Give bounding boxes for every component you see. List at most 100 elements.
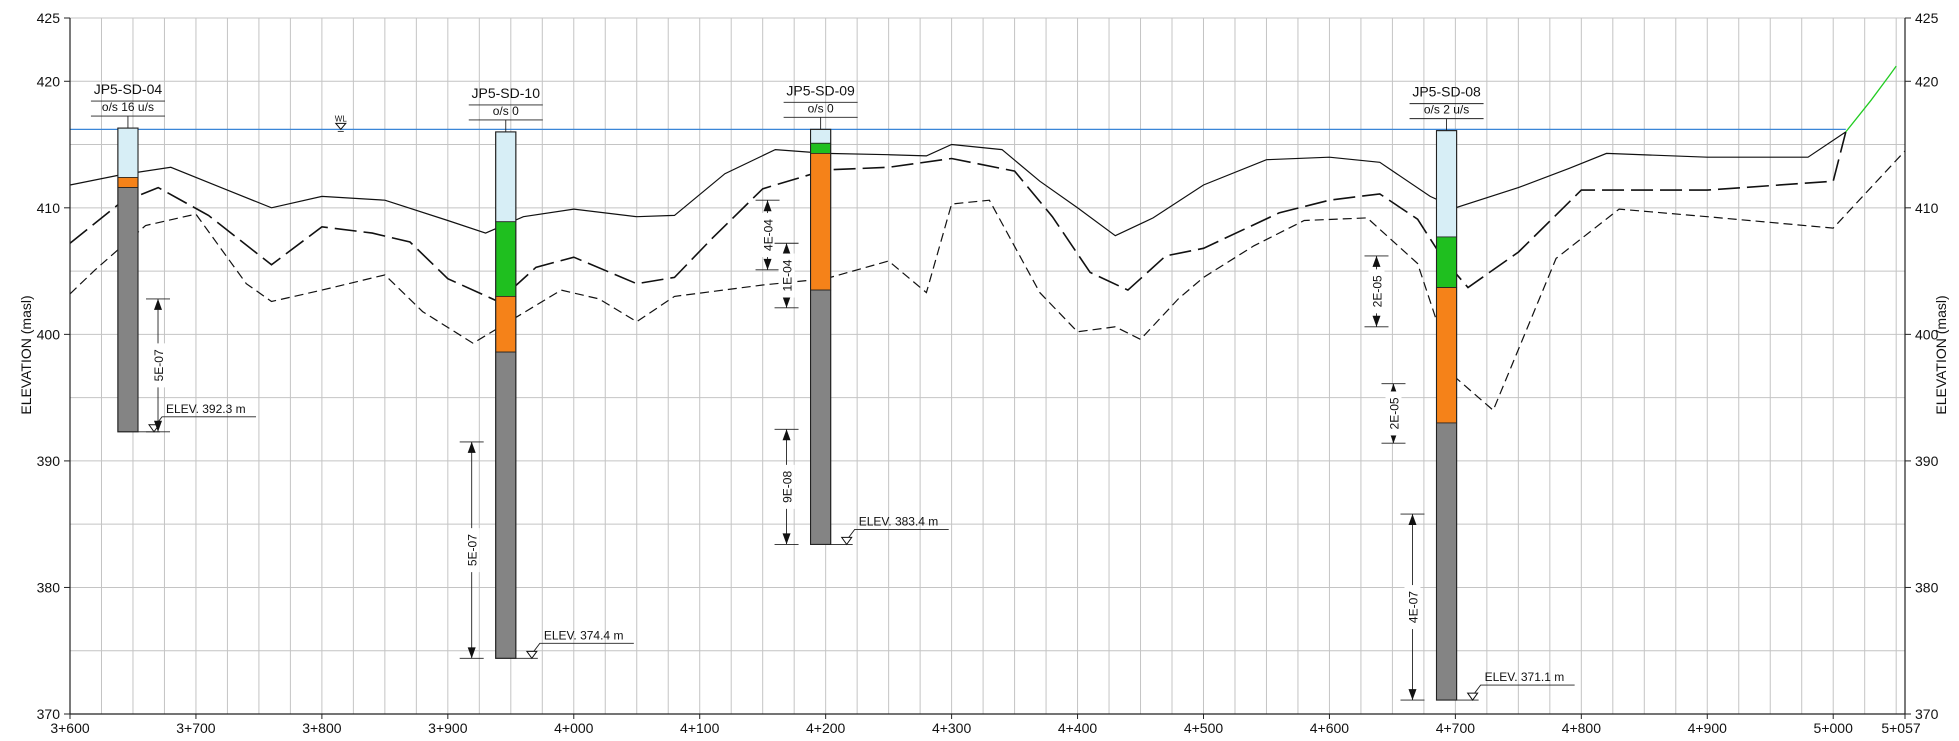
k-test-label-bg — [1368, 269, 1385, 314]
borehole-layer — [1436, 287, 1458, 424]
k-test-interval: 9E-08 — [774, 428, 799, 545]
arrow-down-icon — [154, 420, 163, 432]
y-axis-label-left: ELEVATION (masl) — [18, 295, 34, 414]
elev-label: ELEV. 374.4 m — [544, 628, 624, 642]
y-tick-label-left: 425 — [37, 10, 61, 26]
borehole: JP5-SD-10 o/s 0 ELEV. 374.4 m 5E-07 — [459, 85, 634, 660]
borehole: JP5-SD-04 o/s 16 u/s ELEV. 392.3 m 5E-07 — [90, 81, 257, 433]
ground-surface-line — [69, 131, 1847, 237]
k-test-label: 5E-07 — [466, 534, 480, 566]
arrow-down-icon — [467, 647, 476, 659]
k-test-label-bg — [778, 464, 795, 509]
k-test-label-bg — [778, 253, 795, 298]
x-tick-label: 5+000 — [1814, 720, 1854, 736]
y-tick-label-right: 370 — [1915, 706, 1939, 722]
x-tick-label: 3+800 — [302, 720, 342, 736]
x-tick-label: 4+500 — [1184, 720, 1224, 736]
borehole-layer — [117, 177, 139, 188]
y-tick-label-right: 380 — [1915, 579, 1939, 595]
x-tick-label: 4+900 — [1688, 720, 1728, 736]
x-tick-label: 4+800 — [1562, 720, 1602, 736]
elev-leader — [533, 642, 634, 652]
borehole-offset: o/s 16 u/s — [102, 100, 154, 114]
x-tick-label: 4+700 — [1436, 720, 1476, 736]
borehole: JP5-SD-08 o/s 2 u/s ELEV. 371.1 m 2E-05 2E-0… — [1364, 84, 1575, 701]
borehole-layer — [1436, 236, 1458, 288]
bedrock-surface-line — [69, 131, 1847, 303]
elev-leader — [848, 528, 949, 538]
arrow-up-icon — [467, 441, 476, 453]
arrow-down-icon — [782, 533, 791, 545]
k-test-interval: 5E-07 — [146, 298, 171, 433]
slope-line — [1845, 65, 1897, 133]
k-test-interval: 4E-04 — [755, 199, 780, 271]
k-test-label-bg — [150, 343, 167, 388]
borehole-layer — [810, 142, 832, 154]
borehole-id: JP5-SD-04 — [94, 81, 163, 97]
k-test-label: 4E-07 — [1406, 591, 1420, 623]
arrow-up-icon — [1372, 255, 1381, 267]
x-tick-label: 5+057 — [1881, 720, 1921, 736]
borehole-layer — [495, 351, 517, 659]
y-tick-label-left: 380 — [37, 579, 61, 595]
elev-label: ELEV. 371.1 m — [1485, 670, 1565, 684]
borehole-offset: o/s 2 u/s — [1424, 103, 1469, 117]
water-level: WL — [70, 114, 1846, 132]
elev-marker-icon — [1466, 692, 1479, 701]
borehole-layer — [810, 128, 832, 144]
k-test-interval: 2E-05 — [1381, 383, 1406, 444]
k-test-label: 5E-07 — [152, 349, 166, 381]
x-tick-label: 4+000 — [554, 720, 594, 736]
k-test-label: 9E-08 — [781, 471, 795, 503]
x-tick-label: 4+200 — [806, 720, 846, 736]
x-tick-label: 4+300 — [932, 720, 972, 736]
arrow-up-icon — [763, 200, 772, 212]
elev-label: ELEV. 392.3 m — [166, 402, 246, 416]
x-tick-label: 4+400 — [1058, 720, 1098, 736]
arrow-down-icon — [1372, 315, 1381, 327]
arrow-down-icon — [1408, 689, 1417, 701]
borehole-layer — [810, 289, 832, 545]
borehole-id: JP5-SD-09 — [786, 82, 855, 98]
grid — [69, 17, 1905, 715]
borehole-id: JP5-SD-10 — [472, 85, 541, 101]
elev-leader — [155, 416, 257, 426]
elev-marker-icon — [148, 424, 160, 433]
water-level-marker-icon — [334, 122, 347, 131]
water-level-label: WL — [335, 114, 348, 123]
lower-boundary-line — [69, 150, 1906, 412]
borehole-offset: o/s 0 — [808, 101, 834, 115]
borehole-layer — [1436, 422, 1458, 701]
k-test-label-bg — [759, 213, 776, 258]
borehole: JP5-SD-09 o/s 0 ELEV. 383.4 m 4E-04 1E-04 9E-… — [755, 82, 949, 546]
k-test-label-bg — [1385, 391, 1402, 436]
arrow-up-icon — [782, 429, 791, 441]
y-tick-label-right: 420 — [1915, 73, 1939, 89]
y-tick-label-right: 425 — [1915, 10, 1939, 26]
borehole-layer — [1436, 130, 1458, 238]
borehole-layer — [810, 153, 832, 291]
x-tick-label: 3+900 — [428, 720, 468, 736]
borehole-layer — [117, 187, 139, 433]
k-test-interval: 5E-07 — [459, 441, 484, 659]
elev-leader — [1474, 684, 1575, 694]
k-test-interval: 1E-04 — [774, 242, 799, 309]
arrow-up-icon — [1408, 514, 1417, 526]
k-test-label-bg — [463, 528, 480, 573]
y-tick-label-left: 390 — [37, 453, 61, 469]
y-tick-label-right: 410 — [1915, 200, 1939, 216]
arrow-down-icon — [763, 258, 772, 270]
k-test-label: 1E-04 — [781, 259, 795, 291]
x-tick-label: 3+700 — [176, 720, 216, 736]
elev-marker-icon — [525, 650, 538, 660]
k-test-label: 2E-05 — [1370, 275, 1384, 307]
borehole-layer — [495, 221, 517, 297]
borehole-layer — [117, 127, 139, 178]
y-tick-label-right: 400 — [1915, 326, 1939, 342]
y-tick-label-left: 410 — [37, 200, 61, 216]
borehole-layer — [495, 295, 517, 353]
k-test-label: 4E-04 — [762, 219, 776, 251]
x-tick-label: 3+600 — [50, 720, 90, 736]
